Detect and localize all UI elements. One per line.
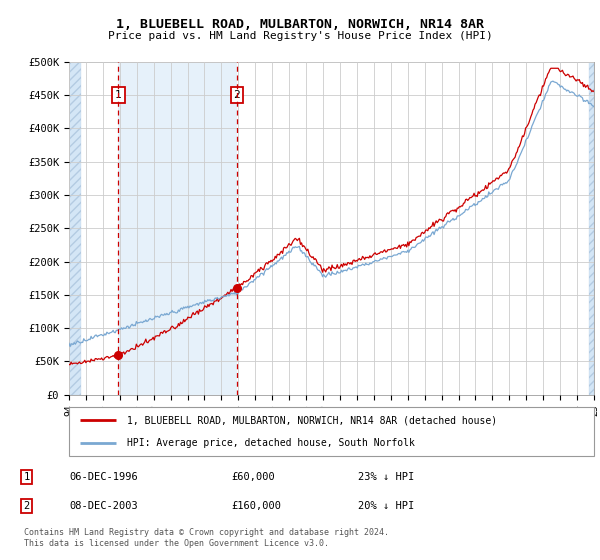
Text: Price paid vs. HM Land Registry's House Price Index (HPI): Price paid vs. HM Land Registry's House … [107, 31, 493, 41]
Text: 1, BLUEBELL ROAD, MULBARTON, NORWICH, NR14 8AR (detached house): 1, BLUEBELL ROAD, MULBARTON, NORWICH, NR… [127, 416, 497, 426]
Text: 08-DEC-2003: 08-DEC-2003 [70, 501, 139, 511]
Text: 2: 2 [233, 90, 241, 100]
Bar [118, 62, 237, 395]
Text: 1, BLUEBELL ROAD, MULBARTON, NORWICH, NR14 8AR: 1, BLUEBELL ROAD, MULBARTON, NORWICH, NR… [116, 18, 484, 31]
Text: HPI: Average price, detached house, South Norfolk: HPI: Average price, detached house, Sout… [127, 438, 415, 448]
Text: 1: 1 [23, 472, 29, 482]
Text: 20% ↓ HPI: 20% ↓ HPI [358, 501, 414, 511]
Text: Contains HM Land Registry data © Crown copyright and database right 2024.
This d: Contains HM Land Registry data © Crown c… [24, 528, 389, 548]
Text: 2: 2 [23, 501, 29, 511]
Bar [589, 62, 594, 395]
FancyBboxPatch shape [69, 407, 594, 456]
Text: 23% ↓ HPI: 23% ↓ HPI [358, 472, 414, 482]
Text: £160,000: £160,000 [231, 501, 281, 511]
Text: 06-DEC-1996: 06-DEC-1996 [70, 472, 139, 482]
Text: £60,000: £60,000 [231, 472, 275, 482]
Bar [69, 62, 81, 395]
Text: 1: 1 [115, 90, 122, 100]
